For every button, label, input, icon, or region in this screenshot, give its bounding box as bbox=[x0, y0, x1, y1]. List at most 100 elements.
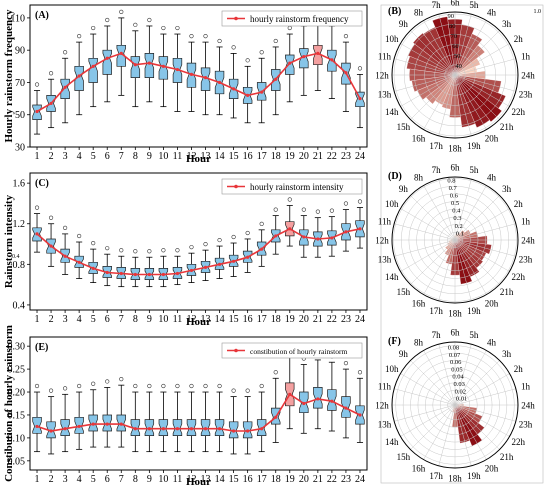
side-label-top: 1.0 bbox=[534, 9, 542, 15]
legend-box bbox=[221, 178, 363, 195]
y-tick-label: 30 bbox=[15, 143, 25, 154]
grid-spoke bbox=[454, 404, 516, 422]
x-tick-label: 3 bbox=[63, 151, 68, 162]
box-6 bbox=[102, 49, 112, 75]
hour-label: 9h bbox=[399, 349, 409, 359]
x-tick-label: 5 bbox=[91, 314, 96, 325]
hour-label: 22h bbox=[511, 272, 525, 282]
series-point bbox=[288, 392, 292, 396]
hour-label: 4h bbox=[487, 172, 497, 182]
grid-spoke bbox=[394, 58, 456, 76]
series-point bbox=[105, 270, 109, 275]
r-tick-label: 0.07 bbox=[449, 352, 461, 359]
x-axis-label: Hour bbox=[186, 316, 211, 328]
outlier bbox=[245, 58, 250, 63]
r-tick-label: 0.7 bbox=[449, 185, 458, 192]
x-tick-label: 8 bbox=[133, 474, 138, 485]
right-frame bbox=[380, 4, 544, 484]
grid-spoke bbox=[438, 74, 456, 136]
grid-spoke bbox=[400, 404, 456, 437]
series-point bbox=[358, 96, 362, 101]
hour-label: 23h bbox=[519, 419, 533, 429]
panel-label: (D) bbox=[388, 171, 402, 182]
x-tick-label: 12 bbox=[186, 151, 196, 162]
hour-label: 12h bbox=[375, 236, 389, 246]
series-point bbox=[35, 109, 39, 114]
hour-label: 14h bbox=[385, 437, 399, 447]
series-point bbox=[133, 63, 137, 67]
hour-label: 15h bbox=[397, 287, 411, 297]
hour-label: 16h bbox=[412, 464, 426, 474]
outlier bbox=[63, 386, 68, 391]
x-tick-label: 19 bbox=[285, 474, 295, 485]
outlier bbox=[343, 361, 349, 366]
series-point bbox=[316, 237, 320, 241]
hour-label: 6h bbox=[451, 0, 461, 8]
hour-label: 9h bbox=[399, 184, 409, 194]
x-tick-label: 11 bbox=[173, 314, 183, 325]
series-point bbox=[246, 93, 250, 97]
series-point bbox=[302, 401, 306, 406]
outlier bbox=[161, 25, 166, 31]
hour-label: 11h bbox=[378, 52, 392, 62]
outlier bbox=[217, 38, 222, 44]
hour-label: 22h bbox=[511, 437, 525, 447]
hour-label: 3h bbox=[502, 19, 512, 29]
grid-spoke bbox=[454, 360, 500, 406]
series-point bbox=[175, 271, 180, 276]
x-tick-label: 11 bbox=[173, 474, 183, 485]
grid-spoke bbox=[454, 195, 500, 241]
y-tick-label: 1.6 bbox=[13, 179, 26, 190]
series-point bbox=[175, 67, 180, 72]
outlier bbox=[259, 383, 264, 389]
r-tick-label: 90 bbox=[447, 13, 454, 20]
series-point bbox=[316, 397, 320, 401]
series-point bbox=[119, 271, 123, 276]
x-tick-label: 18 bbox=[271, 314, 281, 325]
hour-label: 8h bbox=[414, 337, 424, 347]
hour-label: 5h bbox=[469, 165, 479, 175]
r-tick-label: 0.06 bbox=[450, 359, 462, 366]
series-point bbox=[189, 427, 194, 431]
series-point bbox=[274, 234, 278, 238]
series-point bbox=[302, 235, 306, 239]
hour-label: 19h bbox=[467, 306, 481, 316]
hour-label: 24h bbox=[521, 236, 535, 246]
y-tick-label: 50 bbox=[15, 110, 25, 121]
x-tick-label: 23 bbox=[341, 314, 351, 325]
series-point bbox=[133, 272, 137, 277]
x-tick-label: 23 bbox=[341, 151, 351, 162]
series-point bbox=[217, 427, 222, 431]
series-point bbox=[161, 272, 165, 277]
grid-spoke bbox=[454, 179, 472, 241]
grid-spoke bbox=[400, 43, 456, 76]
series-point bbox=[35, 424, 39, 429]
hour-label: 11h bbox=[378, 217, 392, 227]
grid-spoke bbox=[454, 350, 487, 406]
y-tick-label: 0.15 bbox=[8, 410, 26, 421]
series-point bbox=[260, 427, 264, 431]
hour-label: 4h bbox=[487, 7, 497, 17]
hour-label: 13h bbox=[378, 254, 392, 264]
r-tick-label: 0.4 bbox=[452, 208, 461, 215]
x-tick-label: 19 bbox=[285, 314, 295, 325]
grid-spoke bbox=[423, 20, 456, 76]
box-3 bbox=[60, 78, 70, 99]
series-line bbox=[36, 393, 361, 432]
grid-spoke bbox=[454, 239, 500, 285]
series-point bbox=[330, 399, 334, 403]
series-point bbox=[330, 236, 334, 240]
hour-label: 12h bbox=[375, 401, 389, 411]
x-tick-label: 21 bbox=[313, 474, 323, 485]
r-tick-label: 70 bbox=[451, 33, 458, 40]
grid-spoke bbox=[400, 239, 456, 272]
grid-spoke bbox=[438, 14, 456, 76]
x-tick-label: 13 bbox=[201, 474, 211, 485]
x-tick-label: 2 bbox=[49, 151, 54, 162]
hour-label: 3h bbox=[502, 349, 512, 359]
hour-label: 24h bbox=[521, 401, 535, 411]
grid-spoke bbox=[423, 239, 456, 295]
series-point bbox=[344, 406, 348, 410]
hour-label: 21h bbox=[500, 122, 514, 132]
